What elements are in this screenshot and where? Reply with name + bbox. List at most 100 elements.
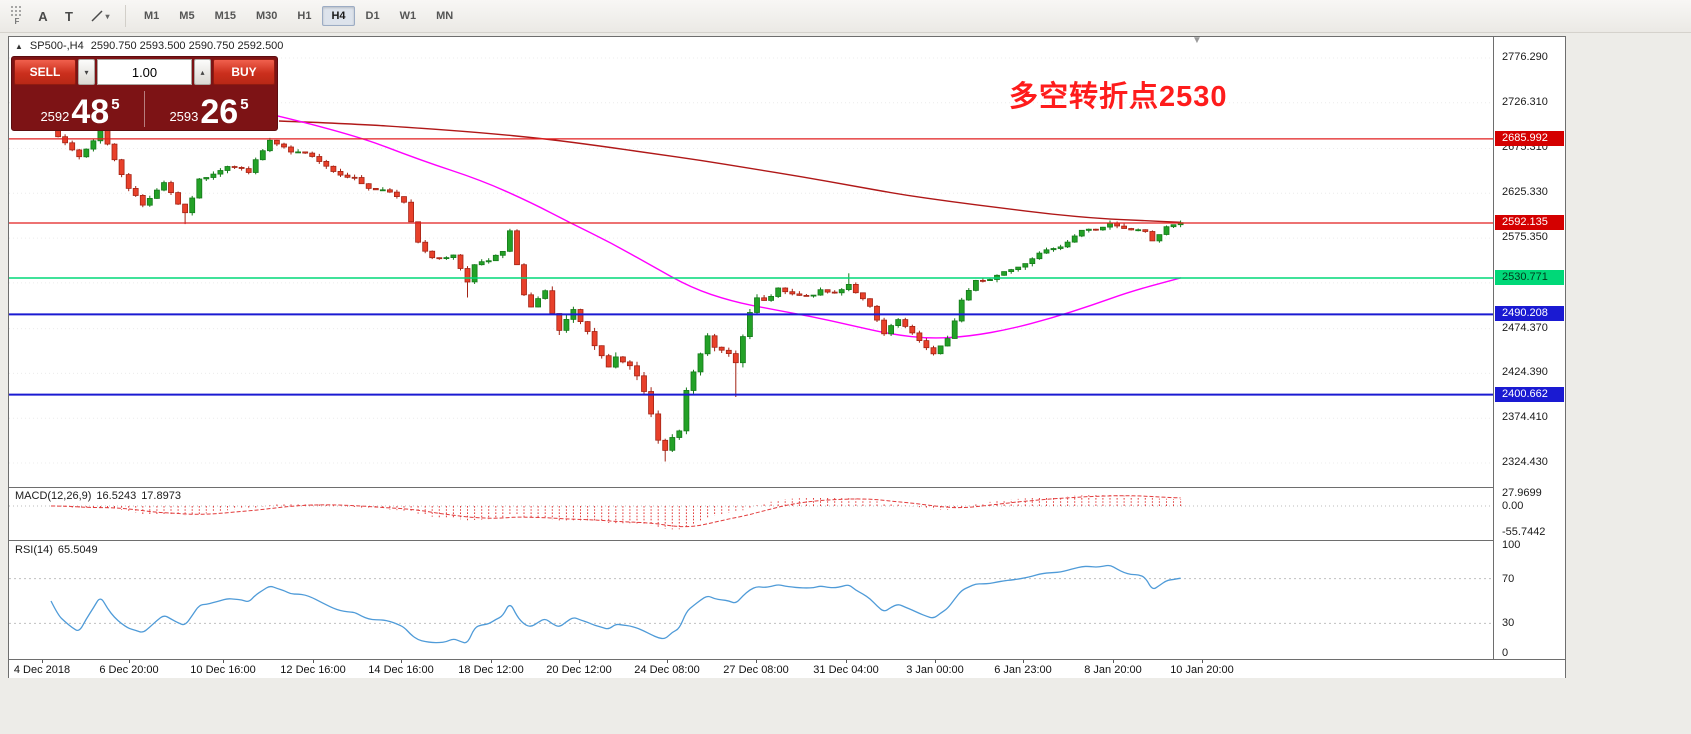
timeframe-M15[interactable]: M15 — [206, 6, 245, 26]
text-box-tool[interactable]: T — [57, 4, 81, 28]
candle — [224, 165, 231, 174]
candle — [1078, 229, 1085, 238]
price-chart-area[interactable] — [9, 37, 1493, 487]
buy-button[interactable]: BUY — [213, 59, 275, 85]
candle — [401, 196, 407, 204]
chart-annotation: 多空转折点2530 — [1009, 81, 1228, 113]
rsi-scale-label: 70 — [1502, 573, 1515, 585]
timeframe-M5[interactable]: M5 — [170, 6, 203, 26]
candle — [775, 287, 782, 298]
timeframe-MN[interactable]: MN — [427, 6, 462, 26]
candle — [457, 254, 464, 271]
time-scale[interactable]: 4 Dec 2018 6 Dec 20:00 10 Dec 16:00 12 Dec … — [9, 660, 1565, 678]
candle — [203, 177, 210, 181]
time-label: 8 Jan 20:00 — [1084, 664, 1142, 676]
time-label: 27 Dec 08:00 — [723, 664, 789, 676]
macd-scale-label: 0.00 — [1502, 500, 1524, 512]
price-tag-2530.771: 2530.771 — [1495, 270, 1564, 285]
candle — [761, 295, 767, 301]
price-scale[interactable]: 2776.290 2726.310 2675.310 2625.330 2575.350… — [1494, 37, 1565, 659]
rsi-scale-label: 0 — [1502, 647, 1509, 659]
candle — [676, 429, 683, 440]
time-tick — [313, 660, 314, 663]
ma-slow-line[interactable] — [278, 120, 1182, 223]
candle — [958, 297, 965, 323]
ask-pip-digit: 5 — [240, 96, 249, 113]
candle — [1064, 240, 1071, 248]
candle — [973, 279, 979, 292]
price-tick-label: 2625.330 — [1502, 186, 1548, 198]
sell-button[interactable]: SELL — [14, 59, 76, 85]
grid-layer — [9, 57, 1493, 464]
candle — [542, 289, 549, 300]
chart-header: ▲ SP500-,H4 2590.750 2593.500 2590.750 2… — [15, 40, 283, 52]
candle — [605, 353, 612, 368]
candle — [634, 361, 640, 381]
panel-separator[interactable] — [9, 487, 1565, 488]
volume-up-button[interactable]: ▴ — [194, 59, 211, 85]
candle — [436, 257, 443, 260]
panel-separator[interactable] — [9, 540, 1565, 541]
ma-fast-line[interactable] — [275, 114, 1182, 339]
ask-price: 2593 26 5 — [147, 95, 271, 129]
candle — [810, 294, 817, 298]
candle — [372, 187, 379, 191]
candle — [768, 294, 774, 302]
bid-prefix: 2592 — [40, 109, 70, 124]
timeframe-H4[interactable]: H4 — [322, 6, 355, 26]
candle — [1156, 234, 1163, 243]
timeframe-M1[interactable]: M1 — [135, 6, 168, 26]
volume-input[interactable] — [97, 59, 192, 85]
timeframe-M30[interactable]: M30 — [247, 6, 286, 26]
timeframe-group: M1 M5 M15 M30 H1 H4 D1 W1 MN — [134, 6, 463, 26]
candle — [1142, 229, 1149, 233]
candle — [443, 256, 450, 260]
text-label-tool[interactable]: A — [31, 4, 55, 28]
time-tick — [42, 660, 43, 663]
candle — [641, 372, 647, 395]
candle — [323, 159, 330, 169]
candle — [895, 318, 902, 328]
candle — [951, 318, 958, 339]
macd-histogram — [57, 495, 1182, 530]
candle — [754, 294, 760, 314]
candle — [860, 292, 866, 301]
chart-shift-marker[interactable]: ▼ — [1192, 35, 1202, 46]
candle — [62, 134, 68, 146]
rsi-label: RSI(14) 65.5049 — [15, 544, 103, 556]
candle — [549, 286, 556, 314]
time-tick — [491, 660, 492, 663]
macd-panel[interactable] — [9, 488, 1493, 540]
candle — [662, 438, 669, 462]
candle — [867, 298, 873, 308]
candle — [831, 290, 838, 294]
candle — [965, 288, 972, 301]
candle — [175, 191, 182, 205]
toolbar-separator — [125, 5, 126, 27]
timeframe-H1[interactable]: H1 — [288, 6, 320, 26]
timeframe-W1[interactable]: W1 — [391, 6, 426, 26]
candle — [563, 314, 570, 333]
symbol-period-label: SP500-,H4 — [29, 40, 84, 52]
macd-signal-value: 17.8973 — [141, 490, 181, 502]
rsi-panel[interactable] — [9, 541, 1493, 659]
candle — [189, 195, 196, 216]
candle — [83, 148, 90, 158]
candle — [231, 165, 238, 169]
macd-signal-line — [50, 495, 1181, 528]
trendline-icon — [91, 10, 104, 22]
price-tick-label: 2374.410 — [1502, 411, 1548, 423]
candle — [1170, 224, 1177, 228]
volume-dropdown-button[interactable]: ▾ — [78, 59, 95, 85]
candle — [521, 263, 527, 296]
oneclick-toggle-icon[interactable]: ▲ — [15, 41, 23, 51]
candle — [902, 317, 909, 329]
time-label: 10 Dec 16:00 — [190, 664, 256, 676]
candle — [344, 172, 351, 179]
toolbar-gripper[interactable]: F — [5, 3, 29, 29]
line-tools-button[interactable]: ▾ — [83, 4, 117, 28]
timeframe-D1[interactable]: D1 — [357, 6, 389, 26]
price-tick-label: 2324.430 — [1502, 456, 1548, 468]
candle — [718, 346, 725, 353]
